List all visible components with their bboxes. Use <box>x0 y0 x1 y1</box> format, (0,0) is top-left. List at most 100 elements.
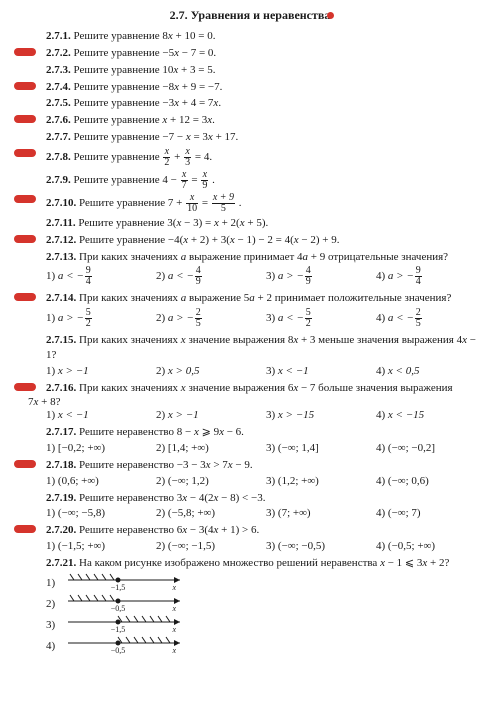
fraction: x9 <box>201 170 208 191</box>
lbl: 4) <box>376 365 388 377</box>
num: 4 <box>195 266 202 276</box>
choice: 2) [1,4; +∞) <box>156 442 266 454</box>
text: . <box>212 174 215 186</box>
lbl: 2) <box>156 475 168 487</box>
pnum: 2.7.6. <box>46 114 71 126</box>
problem-2-7-7: 2.7.7. Решите уравнение −7 − x = 3x + 17… <box>14 130 486 145</box>
section-title-text: 2.7. Уравнения и неравенства <box>170 8 331 22</box>
text: Решите уравнение <box>74 151 163 163</box>
text: − 4(2 <box>187 492 213 504</box>
text: значение выражения 8 <box>186 334 294 346</box>
text: Решите уравнение −7 − <box>74 131 186 143</box>
den: 2 <box>305 318 312 329</box>
choice: 4) (−∞; 0,6) <box>376 475 486 487</box>
den: 5 <box>212 203 235 214</box>
text: + 4 = 7 <box>179 97 213 109</box>
pnum: 2.7.11. <box>46 217 76 229</box>
text: Решите уравнение 4 − <box>74 174 180 186</box>
fraction: 52 <box>85 308 92 329</box>
choice: 1) x < −1 <box>46 409 156 421</box>
red-marker-icon <box>14 460 36 468</box>
choice: 3) (−∞; 1,4] <box>266 442 376 454</box>
text: При каких значениях <box>79 382 181 394</box>
text: > 7 <box>211 459 228 471</box>
problem-2-7-13: 2.7.13. При каких значениях a выражение … <box>14 250 486 265</box>
choice: 1) a > −52 <box>46 308 156 329</box>
number-line-icon: −0,5 x <box>68 635 188 657</box>
pnum: 2.7.14. <box>46 292 76 304</box>
text: Решите неравенство 6 <box>79 524 182 536</box>
number-line-3: 3) −1,5 x <box>14 616 486 634</box>
op: x < −1 <box>58 409 89 421</box>
text: − 1) − 2 = 4( <box>235 234 294 246</box>
problem-2-7-21: 2.7.21. На каком рисунке изображено множ… <box>14 556 486 571</box>
svg-text:−1,5: −1,5 <box>111 583 126 592</box>
num: 4 <box>305 266 312 276</box>
problem-2-7-17: 2.7.17. Решите неравенство 8 − x ⩾ 9x − … <box>14 425 486 440</box>
problem-2-7-12: 2.7.12. Решите уравнение −4(x + 2) + 3(x… <box>14 233 486 248</box>
pnum: 2.7.7. <box>46 131 71 143</box>
lbl: 4) <box>376 312 388 324</box>
fraction: x10 <box>186 193 198 214</box>
num: 9 <box>415 266 422 276</box>
num: x <box>186 193 198 203</box>
lbl: 3) <box>266 409 278 421</box>
choices-19: 1) (−∞; −5,8) 2) (−5,8; +∞) 3) (7; +∞) 4… <box>14 507 486 519</box>
text: + 17. <box>213 131 238 143</box>
text: + 3 меньше значения выражения 4 <box>298 334 462 346</box>
text: . <box>239 197 242 209</box>
num: x <box>184 147 191 157</box>
choice: 2) (−∞; −1,5) <box>156 540 266 552</box>
choice: 4) x < −15 <box>376 409 486 421</box>
svg-text:x: x <box>171 604 176 613</box>
num: 9 <box>85 266 92 276</box>
lbl: 2) <box>156 409 168 421</box>
den: 10 <box>186 203 198 214</box>
text: Решите неравенство −3 − 3 <box>79 459 206 471</box>
op: a > − <box>278 270 304 282</box>
choices-17: 1) [−0,2; +∞) 2) [1,4; +∞) 3) (−∞; 1,4] … <box>14 442 486 454</box>
lbl: 4) <box>376 442 388 454</box>
pnum: 2.7.13. <box>46 251 76 263</box>
num: 5 <box>85 308 92 318</box>
choice: 3) (7; +∞) <box>266 507 376 519</box>
den: 4 <box>85 276 92 287</box>
num: x <box>201 170 208 180</box>
pnum: 2.7.17. <box>46 426 76 438</box>
problem-2-7-20: 2.7.20. Решите неравенство 6x − 3(4x + 1… <box>14 523 486 538</box>
text: = 3 <box>191 131 208 143</box>
svg-text:−0,5: −0,5 <box>111 604 126 613</box>
op: (−∞; 7) <box>388 507 421 519</box>
problem-2-7-11: 2.7.11. Решите уравнение 3(x − 3) = x + … <box>14 216 486 231</box>
problem-2-7-16-cont: 7x + 8? <box>14 396 486 408</box>
text: − 7 больше значения выражения <box>298 382 452 394</box>
lbl: 2) <box>156 365 168 377</box>
problem-2-7-16: 2.7.16. При каких значениях x значение в… <box>14 381 486 396</box>
text: + 3 = 5. <box>178 64 215 76</box>
svg-text:−0,5: −0,5 <box>111 646 126 655</box>
lbl: 3) <box>266 365 278 377</box>
lbl: 4) <box>376 475 388 487</box>
op: (−∞; −1,5) <box>168 540 215 552</box>
num: 5 <box>305 308 312 318</box>
den: 9 <box>195 276 202 287</box>
red-marker-icon <box>14 293 36 301</box>
section-title: 2.7. Уравнения и неравенства <box>14 8 486 23</box>
op: [1,4; +∞) <box>168 442 209 454</box>
lbl: 3) <box>266 312 278 324</box>
svg-text:x: x <box>171 625 176 634</box>
choice: 2) a > −25 <box>156 308 266 329</box>
lbl: 1) <box>46 507 58 519</box>
text: При каких значениях <box>79 292 181 304</box>
den: 3 <box>184 157 191 168</box>
svg-text:−1,5: −1,5 <box>111 625 126 634</box>
choice: 3) a > −49 <box>266 266 376 287</box>
pnum: 2.7.3. <box>46 64 71 76</box>
op: a > − <box>168 312 194 324</box>
text: выражение принимает 4 <box>186 251 302 263</box>
text: На каком рисунке изображено множество ре… <box>79 557 380 569</box>
text: Решите уравнение <box>74 114 163 126</box>
text: Решите уравнение −8 <box>74 81 175 93</box>
lbl: 2) <box>156 540 168 552</box>
op: (−5,8; +∞) <box>168 507 215 519</box>
